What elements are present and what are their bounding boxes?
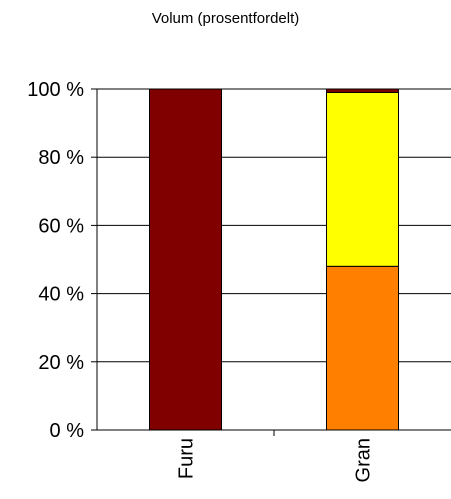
x-tick-label: Gran (353, 438, 375, 482)
y-tick-label: 40 % (38, 284, 84, 306)
chart-title: Volum (prosentfordelt) (151, 10, 300, 27)
x-tick-label: Furu (176, 438, 198, 479)
bar-segment (149, 88, 222, 431)
y-tick-label: 0 % (50, 420, 85, 442)
bar-segment (326, 91, 399, 267)
y-tick-label: 60 % (38, 215, 84, 237)
bar-segment (326, 88, 399, 93)
bar-segment (326, 265, 399, 431)
y-tick-label: 20 % (38, 352, 84, 374)
y-tick-label: 80 % (38, 147, 84, 169)
y-tick-label: 100 % (27, 79, 84, 101)
